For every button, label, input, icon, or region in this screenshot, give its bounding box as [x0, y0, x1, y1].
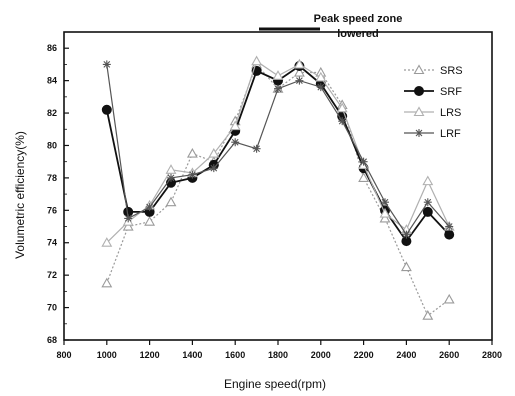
x-tick-label: 2200: [354, 350, 374, 360]
data-point-srs: [293, 66, 305, 77]
x-tick-label: 2000: [311, 350, 331, 360]
x-tick-label: 1200: [140, 350, 160, 360]
data-point-srs: [101, 277, 113, 288]
data-point-lrs: [272, 70, 284, 80]
x-tick-label: 1600: [225, 350, 245, 360]
series-line-srs: [106, 63, 450, 317]
y-axis-label: Volumetric efficiency(%): [13, 131, 27, 259]
data-point-srs: [122, 220, 134, 231]
data-point-srs: [358, 172, 370, 182]
data-point-lrf: [209, 164, 218, 173]
y-tick-label: 78: [47, 173, 57, 183]
data-point-srs: [186, 147, 198, 158]
data-point-lrf: [423, 198, 432, 207]
x-tick-label: 1000: [97, 350, 117, 360]
data-point-lrf: [295, 76, 304, 85]
data-point-srs: [144, 216, 156, 226]
x-axis-label: Engine speed(rpm): [224, 377, 326, 391]
data-point-lrs: [208, 147, 220, 158]
y-tick-label: 68: [47, 335, 57, 345]
data-point-lrf: [102, 60, 111, 69]
data-point-lrf: [359, 157, 368, 166]
data-point-lrs: [315, 71, 327, 82]
series-layer: [101, 55, 455, 320]
legend-label-lrs: LRS: [440, 107, 461, 119]
data-point-lrs: [379, 207, 391, 218]
data-point-lrf: [445, 222, 454, 231]
x-tick-label: 1800: [268, 350, 288, 360]
legend-label-srs: SRS: [440, 65, 463, 77]
data-point-lrf: [252, 144, 261, 153]
data-point-srf: [444, 229, 455, 240]
legend-marker-lrs: [413, 106, 425, 117]
y-tick-label: 82: [47, 108, 57, 118]
y-tick-label: 72: [47, 270, 57, 280]
data-point-lrf: [381, 198, 389, 207]
y-tick-label: 84: [47, 76, 57, 86]
data-point-lrs: [336, 102, 348, 113]
legend-marker-srs: [413, 64, 425, 75]
data-point-lrs: [229, 120, 241, 131]
x-tick-label: 2400: [396, 350, 416, 360]
legend: SRS SRF LRS LRF: [404, 64, 463, 140]
data-point-lrs: [101, 237, 113, 247]
data-point-srs: [379, 212, 391, 223]
series-lrf: [102, 60, 454, 239]
x-tick-label: 2600: [439, 350, 459, 360]
annotation-line1: Peak speed zone: [314, 13, 403, 25]
y-tick-label: 70: [47, 303, 57, 313]
data-point-lrf: [188, 170, 197, 179]
x-tick-label: 2800: [482, 350, 502, 360]
x-tick-label: 800: [56, 350, 71, 360]
data-point-lrs: [165, 164, 177, 174]
y-tick-label: 74: [47, 238, 57, 248]
data-point-lrs: [422, 175, 434, 186]
data-point-lrf: [402, 230, 411, 239]
legend-marker-lrf: [415, 129, 423, 137]
y-tick-label: 76: [47, 205, 57, 215]
data-point-srs: [443, 293, 455, 304]
data-point-lrf: [167, 173, 175, 182]
x-tick-label: 1400: [182, 350, 202, 360]
data-point-lrf: [274, 84, 282, 93]
legend-label-srf: SRF: [440, 86, 462, 98]
data-point-lrf: [124, 214, 133, 223]
data-point-lrf: [338, 117, 347, 126]
data-point-lrf: [145, 203, 154, 212]
data-point-srs: [422, 310, 434, 320]
legend-label-lrf: LRF: [440, 128, 461, 140]
series-srs: [101, 58, 455, 320]
data-point-lrf: [316, 83, 325, 92]
legend-marker-srf: [414, 86, 424, 96]
data-point-srf: [422, 206, 433, 217]
y-tick-label: 80: [47, 140, 57, 150]
data-point-lrs: [251, 55, 263, 66]
axes-layer: 800 1000 1200 1400 1600 1800 2000 2200 2400 2600 2…: [47, 31, 502, 360]
data-point-lrf: [231, 138, 240, 147]
data-point-srf: [101, 104, 112, 115]
y-tick-label: 86: [47, 43, 57, 53]
annotation-line2: lowered: [337, 28, 379, 40]
data-point-srs: [165, 196, 177, 207]
data-point-srs: [400, 261, 412, 272]
data-point-lrs: [293, 58, 305, 69]
